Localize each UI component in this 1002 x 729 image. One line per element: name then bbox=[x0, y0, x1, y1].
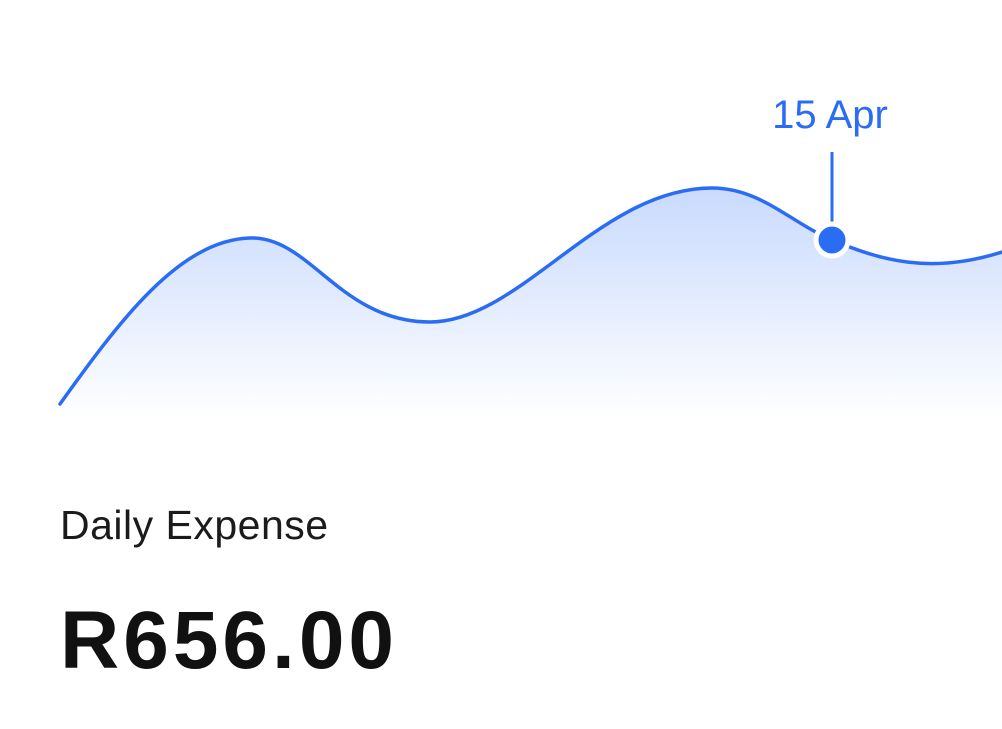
expense-amount: R656.00 bbox=[60, 595, 399, 686]
expense-caption: Daily Expense bbox=[60, 502, 329, 548]
expense-area-fill bbox=[60, 188, 1002, 420]
selected-date-point[interactable] bbox=[813, 221, 851, 259]
expense-trend-chart: 15 Apr bbox=[58, 93, 1002, 420]
selected-date-label: 15 Apr bbox=[772, 93, 888, 137]
